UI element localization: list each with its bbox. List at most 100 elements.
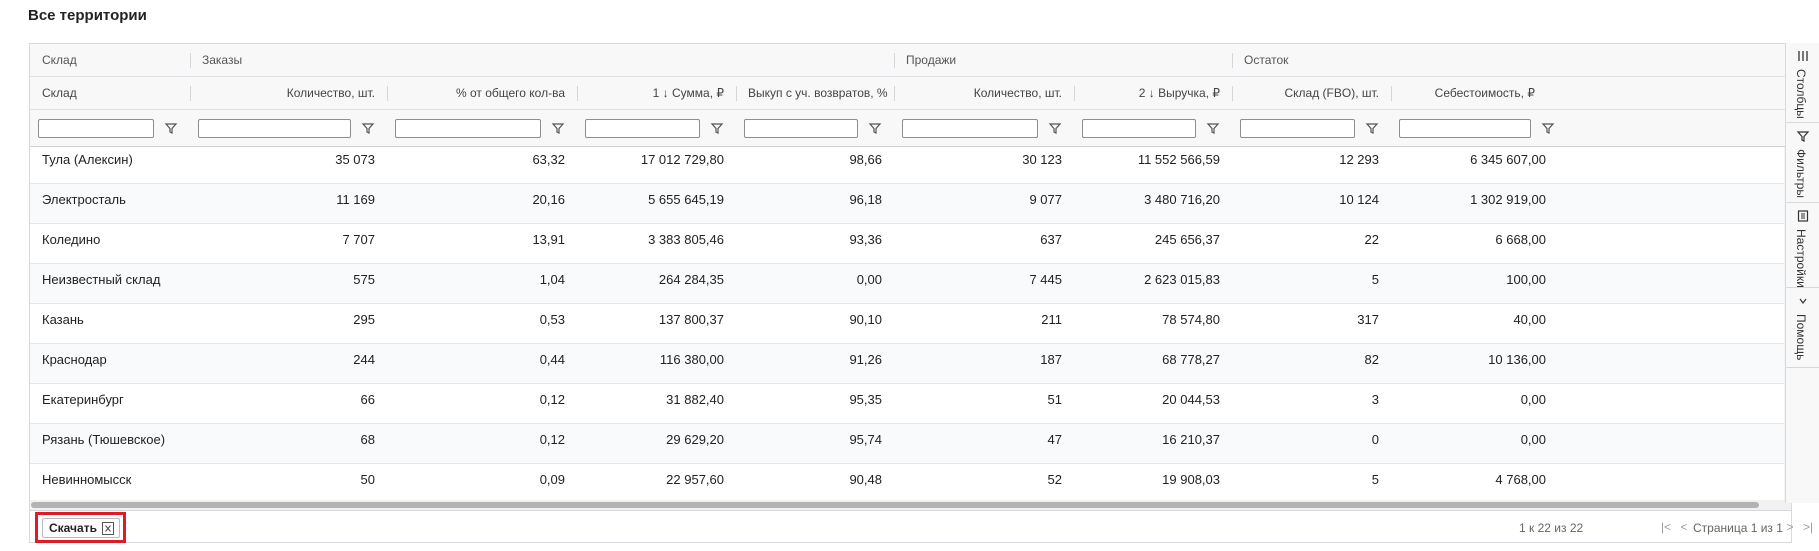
column-separator: [190, 86, 191, 101]
column-separator: [894, 86, 895, 101]
side-tab-label: Помощь: [1794, 314, 1808, 361]
value-cell: 96,18: [849, 192, 882, 207]
settings-icon: [1797, 210, 1809, 222]
column-header-cell[interactable]: Склад: [30, 77, 190, 109]
column-filter-input[interactable]: [38, 119, 154, 138]
side-tab-help[interactable]: Помощь: [1786, 288, 1819, 368]
value-cell: 82: [1364, 352, 1379, 367]
value-cell: 575: [353, 272, 375, 287]
value-cell: 52: [1047, 472, 1062, 487]
download-button[interactable]: Скачать: [42, 518, 120, 538]
horizontal-scrollbar[interactable]: [30, 500, 1791, 510]
value-cell: 95,74: [849, 432, 882, 447]
value-cell: 5: [1371, 272, 1379, 287]
column-header-label: % от общего кол-ва: [455, 86, 565, 100]
next-page-button[interactable]: >: [1786, 520, 1794, 534]
value-cell: 35 073: [335, 152, 375, 167]
value-cell: 11 552 566,59: [1137, 152, 1220, 167]
column-filter-input[interactable]: [902, 119, 1038, 138]
side-panel: Столбцы Фильтры Настройки Помощь: [1785, 43, 1819, 503]
column-filter-input[interactable]: [1240, 119, 1355, 138]
filter-icon[interactable]: [1541, 121, 1555, 135]
filter-icon[interactable]: [1206, 121, 1220, 135]
value-cell: 0,44: [539, 352, 565, 367]
value-cell: 116 380,00: [659, 352, 724, 367]
value-cell: 0,09: [539, 472, 565, 487]
column-header-cell[interactable]: Количество, шт.: [894, 77, 1074, 109]
value-cell: 3: [1371, 392, 1379, 407]
column-header-cell[interactable]: 2 ↓ Выручка, ₽: [1074, 77, 1232, 109]
column-header-label: 2 ↓ Выручка, ₽: [1138, 86, 1220, 100]
filter-cell: [387, 110, 577, 146]
column-filter-input[interactable]: [744, 119, 858, 138]
last-page-button[interactable]: >|: [1802, 520, 1814, 534]
value-cell: 5 655 645,19: [648, 192, 724, 207]
column-header-label: Себестоимость, ₽: [1434, 86, 1535, 100]
column-header-cell[interactable]: 1 ↓ Сумма, ₽: [577, 77, 736, 109]
column-header-label: 1 ↓ Сумма, ₽: [652, 86, 724, 100]
filter-icon[interactable]: [361, 121, 375, 135]
column-separator: [894, 53, 895, 68]
table-row[interactable]: Краснодар 244 0,44 116 380,00 91,26 187 68 778…: [30, 344, 1791, 384]
value-cell: 40,00: [1513, 312, 1546, 327]
value-cell: 20 044,53: [1162, 392, 1220, 407]
value-cell: 22: [1364, 232, 1379, 247]
table-row[interactable]: Казань 295 0,53 137 800,37 90,10 211 78 574,80…: [30, 304, 1791, 344]
filter-row: [30, 110, 1791, 147]
warehouse-cell: Рязань (Тюшевское): [42, 432, 166, 447]
column-separator: [1391, 86, 1392, 101]
column-header-cell[interactable]: % от общего кол-ва: [387, 77, 577, 109]
warehouse-cell: Казань: [42, 312, 84, 327]
column-filter-input[interactable]: [1399, 119, 1531, 138]
value-cell: 66: [360, 392, 375, 407]
data-grid: Склад Заказы Продажи Остаток Склад Количеств…: [29, 43, 1792, 543]
value-cell: 12 293: [1339, 152, 1379, 167]
column-header-cell[interactable]: Склад (FBO), шт.: [1232, 77, 1391, 109]
warehouse-cell: Неизвестный склад: [42, 272, 161, 287]
value-cell: 30 123: [1022, 152, 1062, 167]
value-cell: 4 768,00: [1495, 472, 1546, 487]
filter-icon[interactable]: [164, 121, 178, 135]
filter-icon[interactable]: [710, 121, 724, 135]
table-row[interactable]: Невинномысск 50 0,09 22 957,60 90,48 52 19 908…: [30, 464, 1791, 500]
table-row[interactable]: Неизвестный склад 575 1,04 264 284,35 0,00 7 …: [30, 264, 1791, 304]
warehouse-cell: Тула (Алексин): [42, 152, 133, 167]
filter-cell: [1391, 110, 1791, 146]
columns-icon: [1798, 51, 1808, 61]
first-page-button[interactable]: |<: [1660, 520, 1672, 534]
filter-icon[interactable]: [1365, 121, 1379, 135]
column-filter-input[interactable]: [585, 119, 700, 138]
value-cell: 2 623 015,83: [1144, 272, 1220, 287]
column-separator: [190, 53, 191, 68]
side-tab-label: Столбцы: [1794, 69, 1808, 119]
value-cell: 13,91: [532, 232, 565, 247]
prev-page-button[interactable]: <: [1680, 520, 1688, 534]
table-row[interactable]: Екатеринбург 66 0,12 31 882,40 95,35 51 20 044…: [30, 384, 1791, 424]
group-header-cell: Остаток: [1232, 44, 1791, 76]
side-tab-columns[interactable]: Столбцы: [1786, 43, 1819, 123]
group-header-label: Заказы: [202, 53, 243, 67]
side-tab-settings[interactable]: Настройки: [1786, 203, 1819, 288]
horizontal-scrollbar-thumb[interactable]: [31, 502, 1759, 508]
column-header-cell[interactable]: Выкуп с уч. возвратов, %: [736, 77, 894, 109]
side-tab-filters[interactable]: Фильтры: [1786, 123, 1819, 203]
filter-icon[interactable]: [868, 121, 882, 135]
group-header-label: Остаток: [1244, 53, 1289, 67]
value-cell: 78 574,80: [1162, 312, 1220, 327]
value-cell: 0,00: [1520, 432, 1546, 447]
value-cell: 31 882,40: [666, 392, 724, 407]
column-header-cell[interactable]: Количество, шт.: [190, 77, 387, 109]
column-filter-input[interactable]: [395, 119, 541, 138]
value-cell: 29 629,20: [666, 432, 724, 447]
value-cell: 90,10: [849, 312, 882, 327]
table-row[interactable]: Коледино 7 707 13,91 3 383 805,46 93,36 637 24…: [30, 224, 1791, 264]
column-header-label: Количество, шт.: [286, 86, 375, 100]
column-filter-input[interactable]: [198, 119, 351, 138]
column-filter-input[interactable]: [1082, 119, 1196, 138]
filter-icon[interactable]: [551, 121, 565, 135]
table-row[interactable]: Электросталь 11 169 20,16 5 655 645,19 96,18…: [30, 184, 1791, 224]
table-row[interactable]: Рязань (Тюшевское) 68 0,12 29 629,20 95,74 47…: [30, 424, 1791, 464]
filter-icon[interactable]: [1048, 121, 1062, 135]
column-header-cell[interactable]: Себестоимость, ₽: [1391, 77, 1547, 109]
table-row[interactable]: Тула (Алексин) 35 073 63,32 17 012 729,80 98…: [30, 147, 1791, 184]
